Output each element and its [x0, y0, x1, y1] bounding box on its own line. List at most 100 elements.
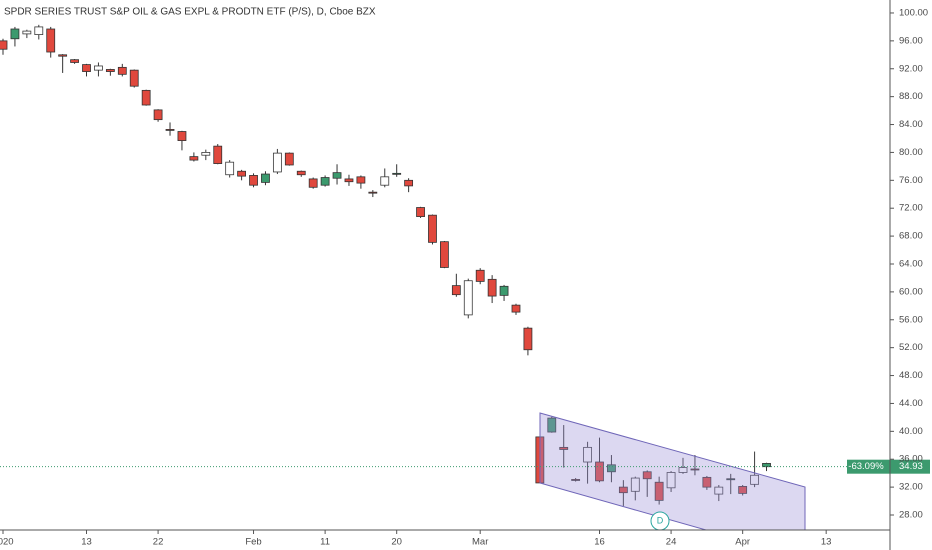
candle-body: [559, 446, 569, 450]
candle-body: [762, 463, 771, 468]
x-tick-label: Feb: [245, 537, 261, 548]
y-tick-label: 56.00: [899, 314, 923, 325]
x-tick-label: 11: [320, 537, 330, 548]
candle-body: [451, 285, 461, 296]
candle-body: [117, 66, 127, 75]
candle-body: [70, 59, 79, 63]
candle-body: [380, 176, 390, 186]
y-tick-label: 88.00: [899, 91, 923, 102]
candle-body: [547, 417, 557, 433]
last-price-label: 34.93: [899, 461, 923, 472]
candle-body: [702, 476, 712, 488]
candle-body: [440, 241, 449, 268]
candle-body: [58, 54, 68, 57]
candle-body: [22, 30, 32, 35]
y-tick-label: 80.00: [899, 147, 923, 158]
x-tick-label: 24: [666, 537, 677, 548]
candle-body: [308, 178, 318, 188]
candle-body: [141, 89, 151, 106]
change-label: -63.09%: [848, 461, 884, 472]
candle-body: [34, 26, 44, 35]
x-tick-label: 22: [153, 537, 164, 548]
y-tick-label: 60.00: [899, 286, 923, 297]
candle-body: [0, 40, 8, 50]
candle-body: [583, 446, 592, 463]
candle-body: [618, 486, 628, 494]
candle-body: [678, 467, 688, 473]
candle-body: [237, 170, 247, 177]
candle-body: [642, 471, 652, 480]
y-tick-label: 96.00: [899, 35, 923, 46]
y-tick-label: 36.00: [899, 454, 923, 465]
candle-body: [666, 472, 676, 489]
y-tick-label: 100.00: [899, 7, 928, 18]
candle-body: [392, 172, 402, 175]
y-tick-label: 28.00: [899, 510, 923, 521]
candle-body: [225, 161, 235, 176]
y-tick-label: 52.00: [899, 342, 923, 353]
candle-body: [523, 327, 533, 351]
candle-body: [261, 173, 270, 183]
candle-body: [726, 478, 736, 481]
candle-body: [607, 464, 616, 473]
candle-body: [201, 152, 211, 156]
candle-body: [356, 176, 366, 184]
candle-body: [571, 479, 581, 481]
candle-body: [10, 28, 20, 40]
x-tick-label: 13: [81, 537, 92, 548]
y-tick-label: 40.00: [899, 426, 923, 437]
candle-body: [213, 145, 223, 164]
candle-body: [105, 69, 115, 72]
y-tick-label: 32.00: [899, 482, 923, 493]
candle-body: [595, 461, 604, 482]
x-tick-label: Apr: [735, 537, 750, 548]
candle-body: [249, 175, 258, 186]
candle-body: [511, 304, 521, 313]
candle-body: [750, 474, 759, 485]
candle-body: [404, 179, 414, 187]
x-tick-label: Mar: [472, 537, 488, 548]
candle-body: [153, 109, 163, 121]
candle-body: [46, 28, 56, 53]
x-tick-label: 13: [821, 537, 832, 548]
y-tick-label: 92.00: [899, 63, 923, 74]
candle-body: [499, 285, 509, 296]
candle-body: [332, 172, 342, 179]
y-tick-label: 64.00: [899, 259, 923, 270]
candle-body: [344, 178, 354, 183]
candle-body: [189, 156, 199, 161]
candle-body: [94, 65, 103, 71]
candle-body: [690, 468, 700, 471]
candle-body: [82, 64, 91, 72]
candle-body: [654, 481, 664, 501]
candle-body: [475, 269, 485, 282]
candles: [0, 24, 771, 506]
y-tick-label: 48.00: [899, 370, 923, 381]
candle-body: [320, 177, 330, 186]
candle-body: [416, 207, 425, 217]
candle-body: [296, 170, 306, 176]
candle-body: [487, 278, 497, 297]
x-tick-label: 2020: [0, 537, 14, 548]
x-tick-label: 20: [391, 537, 402, 548]
last-price-box: [847, 459, 930, 474]
overlay: -63.09% 34.93 D: [0, 459, 930, 531]
y-tick-label: 44.00: [899, 398, 923, 409]
channel-drawing: [539, 412, 806, 530]
candle-body: [714, 486, 724, 495]
y-tick-label: 76.00: [899, 175, 923, 186]
chart-title: SPDR SERIES TRUST S&P OIL & GAS EXPL & P…: [4, 7, 376, 18]
y-tick-label: 72.00: [899, 203, 923, 214]
y-tick-label: 84.00: [899, 119, 923, 130]
y-tick-label: 68.00: [899, 231, 923, 242]
candle-body: [463, 280, 473, 316]
dividend-marker-label: D: [657, 515, 664, 525]
x-tick-label: 16: [594, 537, 605, 548]
candle-body: [630, 477, 640, 492]
candle-body: [129, 69, 139, 87]
candle-body: [284, 152, 294, 166]
candle-body: [272, 152, 282, 173]
candle-body: [165, 129, 175, 131]
candle-body: [177, 131, 187, 141]
